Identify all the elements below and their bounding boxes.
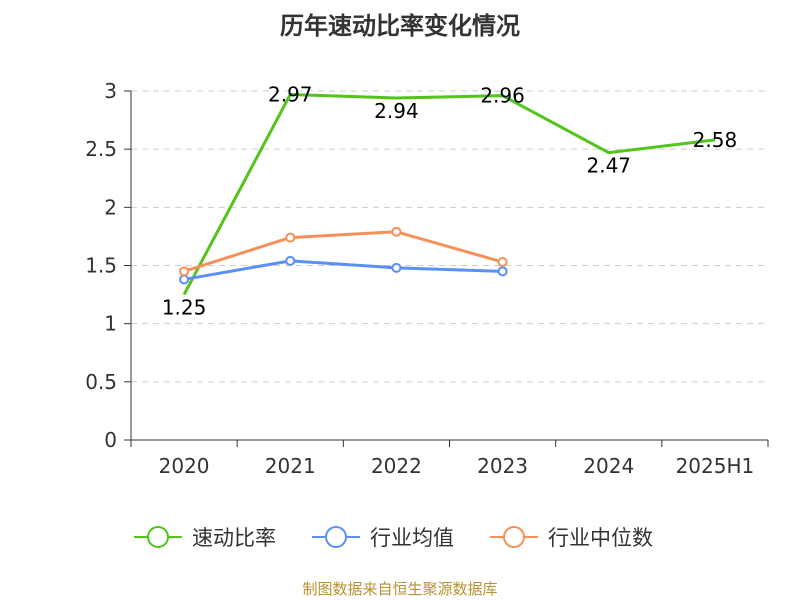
legend-item-2: 行业中位数: [490, 526, 653, 550]
y-tick-label: 2.5: [85, 137, 117, 161]
y-tick-label: 1.5: [85, 254, 117, 278]
y-tick-label: 2: [104, 195, 117, 219]
grid-lines: [131, 90, 768, 383]
legend-marker: [147, 526, 169, 548]
data-point: [179, 266, 190, 277]
data-point: [497, 257, 508, 268]
legend-marker: [503, 526, 525, 548]
data-label: 1.25: [162, 296, 207, 320]
x-tick-label: 2023: [477, 454, 528, 478]
data-label: 2.96: [480, 84, 525, 108]
axes: 0 0.5 1 1.5 2 2.5 3 2020 2021 2022 2023 2024 2025H1: [85, 79, 769, 478]
x-tick-label: 2020: [159, 454, 210, 478]
series-line-2: [183, 230, 503, 273]
x-tick-label: 2021: [265, 454, 316, 478]
data-label: 2.97: [268, 82, 313, 106]
data-point: [391, 262, 402, 273]
y-tick-label: 0.5: [85, 370, 117, 394]
series-lines: [179, 92, 716, 296]
data-labels: 1.25 2.97 2.94 2.96 2.47 2.58: [162, 82, 737, 319]
y-tick-label: 1: [104, 312, 117, 336]
y-tick-label: 3: [104, 79, 117, 103]
series-line-0: [182, 92, 716, 296]
legend-item-0: 速动比率: [134, 526, 276, 550]
legend-marker: [325, 526, 347, 548]
data-point: [179, 274, 190, 285]
data-point: [497, 266, 508, 277]
series-line-1: [183, 259, 503, 281]
data-label: 2.47: [586, 154, 631, 178]
x-tick-label: 2022: [371, 454, 422, 478]
data-label: 2.58: [693, 128, 738, 152]
legend: 速动比率 行业均值 行业中位数: [134, 526, 653, 550]
data-label: 2.94: [374, 99, 419, 123]
source-note: 制图数据来自恒生聚源数据库: [302, 580, 498, 598]
legend-item-1: 行业均值: [312, 526, 454, 550]
data-point: [391, 226, 402, 237]
x-tick-label: 2024: [583, 454, 634, 478]
x-tick-label: 2025H1: [676, 454, 755, 478]
legend-label: 行业均值: [370, 526, 454, 550]
legend-label: 速动比率: [192, 526, 276, 550]
legend-label: 行业中位数: [548, 526, 653, 550]
chart-title: 历年速动比率变化情况: [280, 12, 520, 40]
data-point: [285, 232, 296, 243]
y-tick-label: 0: [104, 428, 117, 452]
data-point: [285, 255, 296, 266]
